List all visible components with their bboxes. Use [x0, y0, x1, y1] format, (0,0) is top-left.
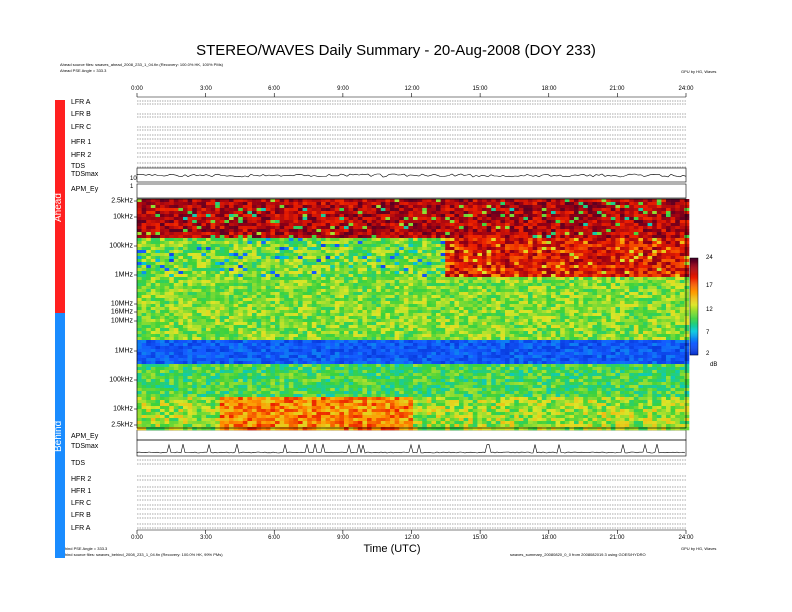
x-axis-label: Time (UTC) [363, 543, 421, 555]
x-tick-bottom: 9:00 [337, 535, 349, 541]
behind-row-label: LFR C [71, 500, 92, 507]
freq-tick-label: 10MHz [110, 317, 133, 325]
freq-tick-label: 100kHz [109, 242, 133, 250]
x-tick-bottom: 12:00 [404, 535, 420, 541]
x-tick-top: 6:00 [268, 86, 280, 92]
x-tick-top: 24:00 [678, 86, 694, 92]
colorbar-frame [689, 257, 699, 356]
behind-sidebar [55, 313, 65, 558]
x-tick-bottom: 6:00 [268, 535, 280, 541]
freq-tick-label: 100kHz [109, 376, 133, 384]
x-tick-top: 3:00 [200, 86, 212, 92]
ahead-row-label: HFR 1 [71, 139, 92, 146]
freq-tick-label: 2.5kHz [111, 421, 133, 429]
colorbar [690, 258, 698, 356]
colorbar-tick: 2 [706, 351, 710, 357]
x-tick-bottom: 15:00 [472, 535, 488, 541]
ahead-row-label: LFR A [71, 99, 91, 106]
spectrogram-cells [137, 199, 690, 431]
behind-angle-text: Behind PSE Angle = 333.3 [60, 546, 108, 551]
x-tick-bottom: 3:00 [200, 535, 212, 541]
x-tick-bottom: 18:00 [541, 535, 557, 541]
ahead-row-label: TDS [71, 163, 85, 170]
ahead-row-label: HFR 2 [71, 152, 92, 159]
colorbar-tick: 7 [706, 330, 710, 336]
freq-tick-label: 10kHz [113, 213, 133, 221]
colorbar-tick: 12 [706, 307, 713, 313]
behind-source-text: Behind source files: swaves_behind_2008_… [60, 552, 223, 557]
credit-bottom: GPU by HG, Waves [681, 546, 717, 551]
x-tick-top: 0:00 [131, 86, 143, 92]
freq-tick-label: 2.5kHz [111, 197, 133, 205]
x-tick-bottom: 0:00 [131, 535, 143, 541]
colorbar-tick: 24 [706, 255, 713, 261]
freq-tick-label: 1MHz [114, 347, 133, 355]
freq-tick-label: 10MHz [110, 300, 133, 308]
credit-top: GPU by HG, Waves [681, 69, 717, 74]
footer-note: swaves_summary_20080820_0_0 from 2008082… [510, 552, 646, 557]
ahead-angle-text: Ahead PSE Angle = 333.3 [60, 68, 107, 73]
ahead-row-label: LFR C [71, 124, 92, 131]
behind-apm-box [136, 429, 687, 441]
ahead-apm-box [136, 183, 687, 199]
ahead-row-label: APM_Ey [71, 186, 99, 193]
freq-tick-label: 10kHz [113, 405, 133, 413]
x-tick-top: 15:00 [472, 86, 488, 92]
behind-row-label: LFR A [71, 525, 91, 532]
behind-row-label: TDS [71, 460, 85, 467]
ahead-row-label: LFR B [71, 111, 91, 118]
behind-row-label: HFR 1 [71, 488, 92, 495]
x-tick-bottom: 21:00 [609, 535, 625, 541]
behind-tdsmax-trace [136, 443, 686, 454]
behind-tdsmax-box [136, 439, 687, 457]
colorbar-unit: dB [710, 362, 718, 368]
freq-tick-label: 1MHz [114, 271, 133, 279]
x-tick-bottom: 24:00 [678, 535, 694, 541]
x-tick-top: 12:00 [404, 86, 420, 92]
behind-row-label: APM_Ey [71, 433, 99, 440]
freq-tick-label: 16MHz [110, 308, 133, 316]
ahead-tdsmax-trace [136, 173, 687, 178]
ahead-source-text: Ahead source files: swaves_ahead_2008_23… [60, 62, 223, 67]
tds-axis-label: 10 [130, 176, 137, 182]
ahead-row-label: TDSmax [71, 171, 99, 178]
spectrogram-frame [136, 198, 687, 429]
colorbar-tick: 17 [706, 283, 713, 289]
behind-row-label: TDSmax [71, 443, 99, 450]
behind-row-label: HFR 2 [71, 476, 92, 483]
x-tick-top: 9:00 [337, 86, 349, 92]
behind-row-label: LFR B [71, 512, 91, 519]
x-tick-top: 21:00 [609, 86, 625, 92]
x-tick-top: 18:00 [541, 86, 557, 92]
tds-axis-label: 1 [130, 184, 134, 190]
chart-title: STEREO/WAVES Daily Summary - 20-Aug-2008… [196, 42, 596, 59]
ahead-sidebar [55, 100, 65, 313]
